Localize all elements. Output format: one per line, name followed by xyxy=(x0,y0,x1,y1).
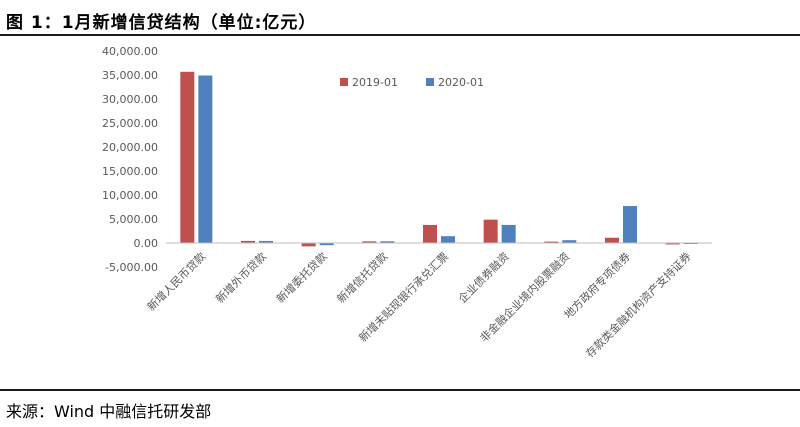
category-label: 新增人民币贷款 xyxy=(144,249,208,313)
y-axis: -5,000.00 0.00 5,000.00 10,000.00 15,000.00 2… xyxy=(102,45,158,274)
bar-2020-01-7 xyxy=(562,240,577,243)
legend-swatch xyxy=(340,78,348,86)
bar-2019-01-8 xyxy=(605,237,619,243)
bar-2019-01-6 xyxy=(483,219,498,243)
y-tick-label: 10,000.00 xyxy=(102,189,158,202)
y-tick-label: 35,000.00 xyxy=(102,69,158,82)
y-tick-label: 40,000.00 xyxy=(102,45,158,58)
bar-chart: -5,000.00 0.00 5,000.00 10,000.00 15,000.00 2… xyxy=(102,45,712,360)
legend-label: 2019-01 xyxy=(352,76,398,89)
bar-2019-01-7 xyxy=(544,241,559,243)
category-label: 新增外币贷款 xyxy=(213,249,270,306)
bar-2020-01-5 xyxy=(441,236,455,243)
figure-title: 图 1：1月新增信贷结构（单位:亿元） xyxy=(6,13,317,33)
source-note: 来源：Wind 中融信托研发部 xyxy=(6,402,212,421)
bar-2020-01-8 xyxy=(623,206,637,243)
bar-2019-01-3 xyxy=(301,243,316,247)
legend: 2019-01 2020-01 xyxy=(340,76,484,89)
bar-2020-01-2 xyxy=(259,240,273,243)
bar-2019-01-5 xyxy=(423,224,437,243)
bar-2020-01-3 xyxy=(319,243,334,246)
bars xyxy=(180,71,698,247)
category-label: 企业债券融资 xyxy=(455,249,512,306)
bar-2019-01-4 xyxy=(362,241,377,243)
category-label: 新增信托贷款 xyxy=(334,249,391,306)
y-tick-label: -5,000.00 xyxy=(105,261,158,274)
bar-2020-01-6 xyxy=(501,224,516,243)
y-tick-label: 30,000.00 xyxy=(102,93,158,106)
category-label: 地方政府专项债券 xyxy=(561,249,633,321)
bar-2019-01-2 xyxy=(241,240,255,243)
legend-swatch xyxy=(426,78,434,86)
category-label: 新增委托贷款 xyxy=(273,249,330,306)
top-rule xyxy=(0,34,800,36)
bottom-rule xyxy=(0,389,800,391)
category-label: 存款类金融机构资产支持证券 xyxy=(583,249,694,360)
bar-2019-01-9 xyxy=(665,243,680,245)
bar-2019-01-1 xyxy=(180,71,195,243)
bar-2020-01-1 xyxy=(198,75,213,243)
y-tick-label: 20,000.00 xyxy=(102,141,158,154)
y-tick-label: 5,000.00 xyxy=(109,213,158,226)
y-tick-label: 15,000.00 xyxy=(102,165,158,178)
y-tick-label: 0.00 xyxy=(134,237,159,250)
y-tick-label: 25,000.00 xyxy=(102,117,158,130)
legend-label: 2020-01 xyxy=(438,76,484,89)
bar-2020-01-4 xyxy=(380,241,395,243)
